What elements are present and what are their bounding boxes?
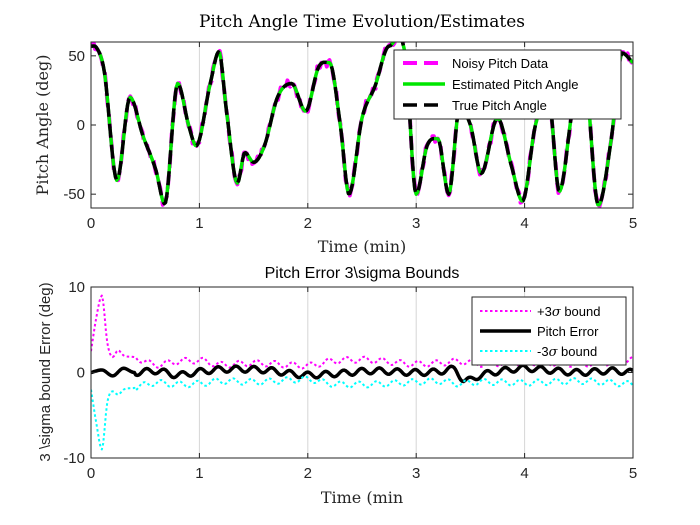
pitch-angle-legend: Noisy Pitch Data Estimated Pitch Angle Tru… <box>393 49 622 120</box>
legend-label-suffix: bound <box>561 304 601 319</box>
legend-label-prefix: +3 <box>537 304 552 319</box>
y-tick-label: 10 <box>68 279 85 296</box>
x-tick-label: 3 <box>412 465 420 482</box>
legend-label: +3σ bound <box>537 304 600 320</box>
y-tick-label: 0 <box>77 365 85 382</box>
x-tick-label: 2 <box>304 465 312 482</box>
x-tick-label: 2 <box>304 215 312 232</box>
y-tick-label: -10 <box>63 450 85 467</box>
legend-label: Pitch Error <box>537 324 599 339</box>
pitch-angle-xlabel: Time (min) <box>318 237 407 256</box>
legend-label-sigma: σ <box>549 345 559 360</box>
x-tick-label: 5 <box>629 465 637 482</box>
pitch-angle-ylabel: Pitch Angle (deg) <box>33 55 52 196</box>
series-line-minus-3sigma-bound <box>91 375 633 451</box>
y-tick-label: 0 <box>77 117 85 134</box>
x-tick-label: 4 <box>520 215 528 232</box>
legend-label: -3σ bound <box>537 344 597 360</box>
legend-label-prefix: Pitch Error <box>537 324 599 339</box>
legend-label: True Pitch Angle <box>452 98 547 113</box>
legend-label-prefix: -3 <box>537 344 549 359</box>
x-tick-label: 5 <box>629 215 637 232</box>
pitch-error-title: Pitch Error 3\sigma Bounds <box>265 265 460 282</box>
x-tick-label: 4 <box>520 465 528 482</box>
pitch-angle-title: Pitch Angle Time Evolution/Estimates <box>199 12 525 32</box>
x-tick-label: 1 <box>195 465 203 482</box>
pitch-error-ylabel: 3 \sigma bound Error (deg) <box>37 282 54 461</box>
y-tick-label: 50 <box>68 48 85 65</box>
series-line-pitch-error <box>91 363 633 384</box>
legend-label: Estimated Pitch Angle <box>452 77 578 92</box>
x-tick-label: 0 <box>87 215 95 232</box>
y-tick-label: -50 <box>63 186 85 203</box>
x-tick-label: 1 <box>195 215 203 232</box>
legend-label-suffix: bound <box>557 344 597 359</box>
x-tick-label: 3 <box>412 215 420 232</box>
legend-label: Noisy Pitch Data <box>452 56 549 71</box>
legend-label-sigma: σ <box>552 305 562 320</box>
pitch-error-xlabel: Time (min <box>321 488 403 507</box>
series-line-true-pitch-angle <box>91 42 633 207</box>
x-tick-label: 0 <box>87 465 95 482</box>
